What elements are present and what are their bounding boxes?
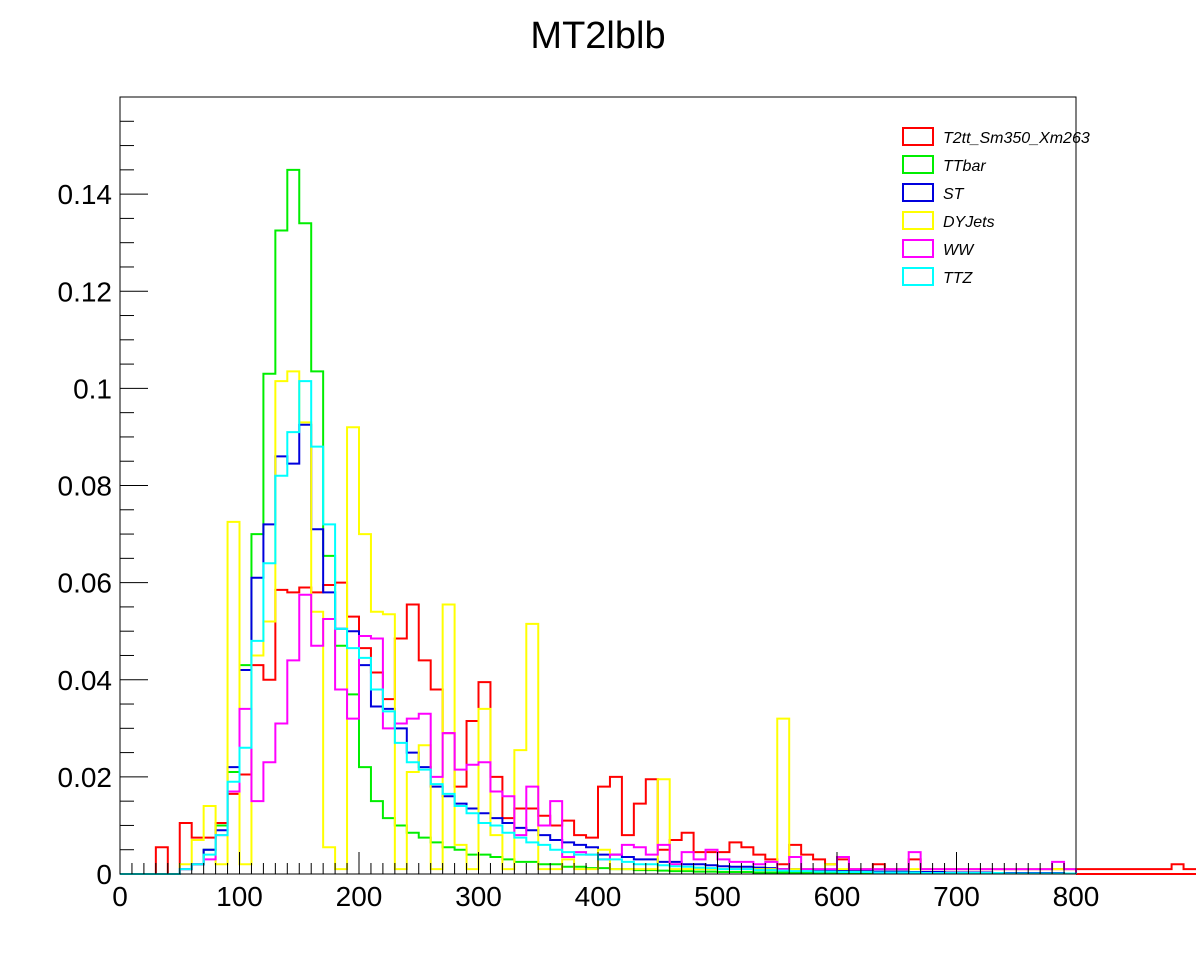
x-tick-label: 500 bbox=[694, 881, 741, 912]
y-tick-label: 0.04 bbox=[58, 665, 113, 696]
x-tick-label: 800 bbox=[1053, 881, 1100, 912]
legend: T2tt_Sm350_Xm263 TTbar ST DYJets WW TTZ bbox=[902, 127, 1090, 287]
x-tick-label: 300 bbox=[455, 881, 502, 912]
legend-swatch-4 bbox=[902, 239, 934, 258]
legend-label-3: DYJets bbox=[943, 214, 995, 231]
y-tick-label: 0.1 bbox=[73, 373, 112, 404]
chart-title: MT2lblb bbox=[530, 15, 665, 57]
legend-swatch-1 bbox=[902, 155, 934, 174]
x-tick-label: 200 bbox=[336, 881, 383, 912]
x-tick-label: 700 bbox=[933, 881, 980, 912]
y-tick-label: 0.02 bbox=[58, 762, 113, 793]
x-tick-label: 400 bbox=[575, 881, 622, 912]
series-line-4 bbox=[120, 593, 1077, 875]
y-tick-label: 0.14 bbox=[58, 179, 113, 210]
legend-swatch-3 bbox=[902, 211, 934, 230]
x-tick-label: 600 bbox=[814, 881, 861, 912]
x-tick-label: 100 bbox=[216, 881, 263, 912]
y-tick-label: 0.08 bbox=[58, 471, 113, 502]
y-tick-label: 0 bbox=[96, 859, 112, 890]
y-axis: 0 0.02 0.04 0.06 0.08 0.1 0.12 0.14 bbox=[58, 96, 148, 890]
legend-label-5: TTZ bbox=[943, 270, 974, 287]
legend-swatch-5 bbox=[902, 267, 934, 286]
legend-swatch-0 bbox=[902, 127, 934, 146]
y-tick-label: 0.06 bbox=[58, 568, 113, 599]
plot-area: 0 100 200 300 400 500 600 700 800 00.020.040.060… bbox=[58, 96, 1196, 912]
legend-label-0: T2tt_Sm350_Xm263 bbox=[943, 130, 1090, 147]
x-tick-label: 0 bbox=[112, 881, 128, 912]
legend-swatch-2 bbox=[902, 183, 934, 202]
x-axis: 0 100 200 300 400 500 600 700 800 bbox=[112, 852, 1099, 912]
legend-label-2: ST bbox=[943, 186, 965, 203]
legend-label-4: WW bbox=[943, 242, 975, 259]
legend-label-1: TTbar bbox=[943, 158, 986, 175]
y-tick-label: 0.12 bbox=[58, 276, 113, 307]
